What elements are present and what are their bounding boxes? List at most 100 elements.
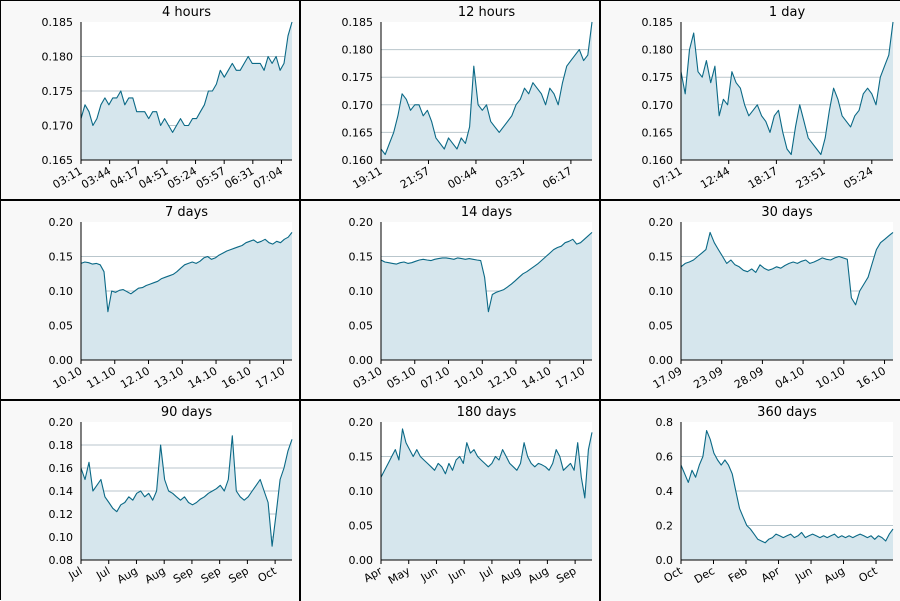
chart-title: 30 days [761, 205, 813, 220]
x-tick-label: 05:24 [841, 164, 875, 191]
x-tick-label: Aug [498, 564, 523, 586]
chart-panel-1-day: 1 day 0.160 0.165 0.170 0.175 0.180 0.185 07:11… [601, 1, 900, 201]
x-tick-label: 17.10 [253, 364, 287, 391]
chart-svg: 360 days 0.0 0.2 0.4 0.6 0.8 Oct Dec Feb Apr Jun Au… [656, 405, 894, 586]
x-tick-label: Jun [445, 564, 467, 584]
chart-svg: 4 hours 0.165 0.170 0.175 0.180 0.185 03:1103:… [42, 5, 293, 191]
y-tick-label: 0.05 [349, 520, 374, 533]
y-tick-label: 0.05 [49, 320, 74, 333]
y-tick-label: 0.170 [642, 99, 674, 112]
x-tick-label: 12:44 [698, 164, 732, 191]
x-tick-label: Sep [226, 564, 250, 586]
y-tick-label: 0.6 [656, 451, 674, 464]
y-tick-label: 0.15 [49, 251, 74, 264]
x-tick-label: 07:04 [251, 164, 285, 191]
x-tick-label: 05.10 [384, 364, 418, 391]
chart-panel-7-days: 7 days 0.00 0.05 0.10 0.15 0.20 10.10 11.10 12.1… [1, 201, 301, 401]
x-tick-label: Sep [554, 564, 578, 586]
series-line [680, 21, 894, 156]
chart-panel-180-days: 180 days 0.00 0.05 0.10 0.15 0.20 Apr May Jun Jun… [301, 401, 601, 601]
y-tick-label: 0.00 [49, 354, 74, 367]
x-tick-label: 23:51 [794, 164, 828, 191]
y-tick-label: 0.20 [49, 416, 74, 429]
chart-svg: 1 day 0.160 0.165 0.170 0.175 0.180 0.185 07:11… [642, 5, 894, 191]
x-tick-label: May [386, 564, 413, 587]
y-tick-label: 0.14 [49, 485, 74, 498]
x-tick-label: 07.10 [418, 364, 452, 391]
y-tick-label: 0.8 [656, 416, 674, 429]
chart-panel-360-days: 360 days 0.0 0.2 0.4 0.6 0.8 Oct Dec Feb Apr Jun Au… [601, 401, 900, 601]
y-tick-label: 0.0 [656, 554, 674, 567]
chart-svg: 7 days 0.00 0.05 0.10 0.15 0.20 10.10 11.10 12.1… [49, 205, 293, 391]
x-tick-label: 14.10 [520, 364, 554, 391]
series-area [81, 232, 292, 360]
series-area [81, 22, 292, 160]
chart-title: 12 hours [458, 5, 515, 20]
x-tick-label: 10.10 [51, 364, 85, 391]
chart-title: 14 days [461, 205, 513, 220]
y-tick-label: 0.165 [42, 154, 74, 167]
y-tick-label: 0.05 [349, 320, 374, 333]
x-tick-label: 10.10 [452, 364, 486, 391]
y-tick-label: 0.10 [349, 285, 374, 298]
x-tick-label: 03.10 [351, 364, 385, 391]
x-tick-label: Apr [362, 564, 385, 585]
x-tick-label: 21:57 [398, 164, 432, 191]
y-tick-label: 0.185 [42, 16, 74, 29]
chart-panel-30-days: 30 days 0.00 0.05 0.10 0.15 0.20 17.09 23.09 28.… [601, 201, 900, 401]
y-tick-label: 0.00 [649, 354, 674, 367]
x-tick-label: Feb [726, 564, 749, 585]
x-tick-label: 12.10 [486, 364, 520, 391]
x-tick-label: Jul [93, 564, 112, 582]
y-tick-label: 0.175 [642, 71, 674, 84]
x-tick-label: 17.09 [651, 364, 685, 391]
series-line [680, 231, 894, 306]
y-tick-label: 0.180 [342, 44, 374, 57]
x-tick-label: 03:31 [493, 164, 527, 191]
chart-title: 1 day [769, 5, 806, 20]
x-tick-label: 04:51 [136, 164, 170, 191]
y-tick-label: 0.12 [49, 508, 74, 521]
y-tick-label: 0.15 [649, 251, 674, 264]
y-tick-label: 0.165 [342, 126, 374, 139]
x-tick-label: Aug [822, 564, 847, 586]
x-tick-label: 03:11 [51, 164, 85, 191]
x-tick-label: 16.10 [854, 364, 888, 391]
x-tick-label: Sep [171, 564, 195, 586]
series-area [681, 22, 893, 160]
x-tick-label: 19:11 [351, 164, 385, 191]
y-tick-label: 0.165 [642, 126, 674, 139]
y-tick-label: 0.170 [342, 99, 374, 112]
y-tick-label: 0.180 [642, 44, 674, 57]
chart-svg: 12 hours 0.160 0.165 0.170 0.175 0.180 0.185 19… [342, 5, 593, 191]
y-tick-label: 0.180 [42, 51, 74, 64]
chart-title: 180 days [457, 405, 517, 420]
y-tick-label: 0.4 [656, 485, 674, 498]
x-tick-label: Aug [526, 564, 551, 586]
series-area [381, 22, 592, 160]
x-tick-label: Jun [792, 564, 814, 584]
chart-svg: 30 days 0.00 0.05 0.10 0.15 0.20 17.09 23.09 28.… [649, 205, 894, 391]
series-area [81, 435, 292, 560]
y-tick-label: 0.00 [349, 354, 374, 367]
x-tick-label: Dec [692, 564, 717, 586]
chart-panel-4-hours: 4 hours 0.165 0.170 0.175 0.180 0.185 03:11 03:… [1, 1, 301, 201]
y-tick-label: 0.18 [49, 439, 74, 452]
y-tick-label: 0.10 [649, 285, 674, 298]
y-tick-label: 0.15 [349, 251, 374, 264]
x-tick-label: 28.09 [732, 364, 766, 391]
x-tick-label: 03:44 [79, 164, 113, 191]
x-tick-label: 07:11 [651, 164, 685, 191]
x-tick-label: Aug [115, 564, 140, 586]
x-tick-label: Oct [662, 564, 686, 585]
series-line [380, 21, 593, 156]
x-tick-label: 10.10 [814, 364, 848, 391]
y-tick-label: 0.160 [642, 154, 674, 167]
x-tick-label: Jul [477, 564, 496, 582]
series-line [80, 232, 293, 313]
y-tick-label: 0.20 [49, 216, 74, 229]
chart-panel-14-days: 14 days 0.00 0.05 0.10 0.15 0.20 03.10 05.10 07.… [301, 201, 601, 401]
y-tick-label: 0.20 [349, 216, 374, 229]
